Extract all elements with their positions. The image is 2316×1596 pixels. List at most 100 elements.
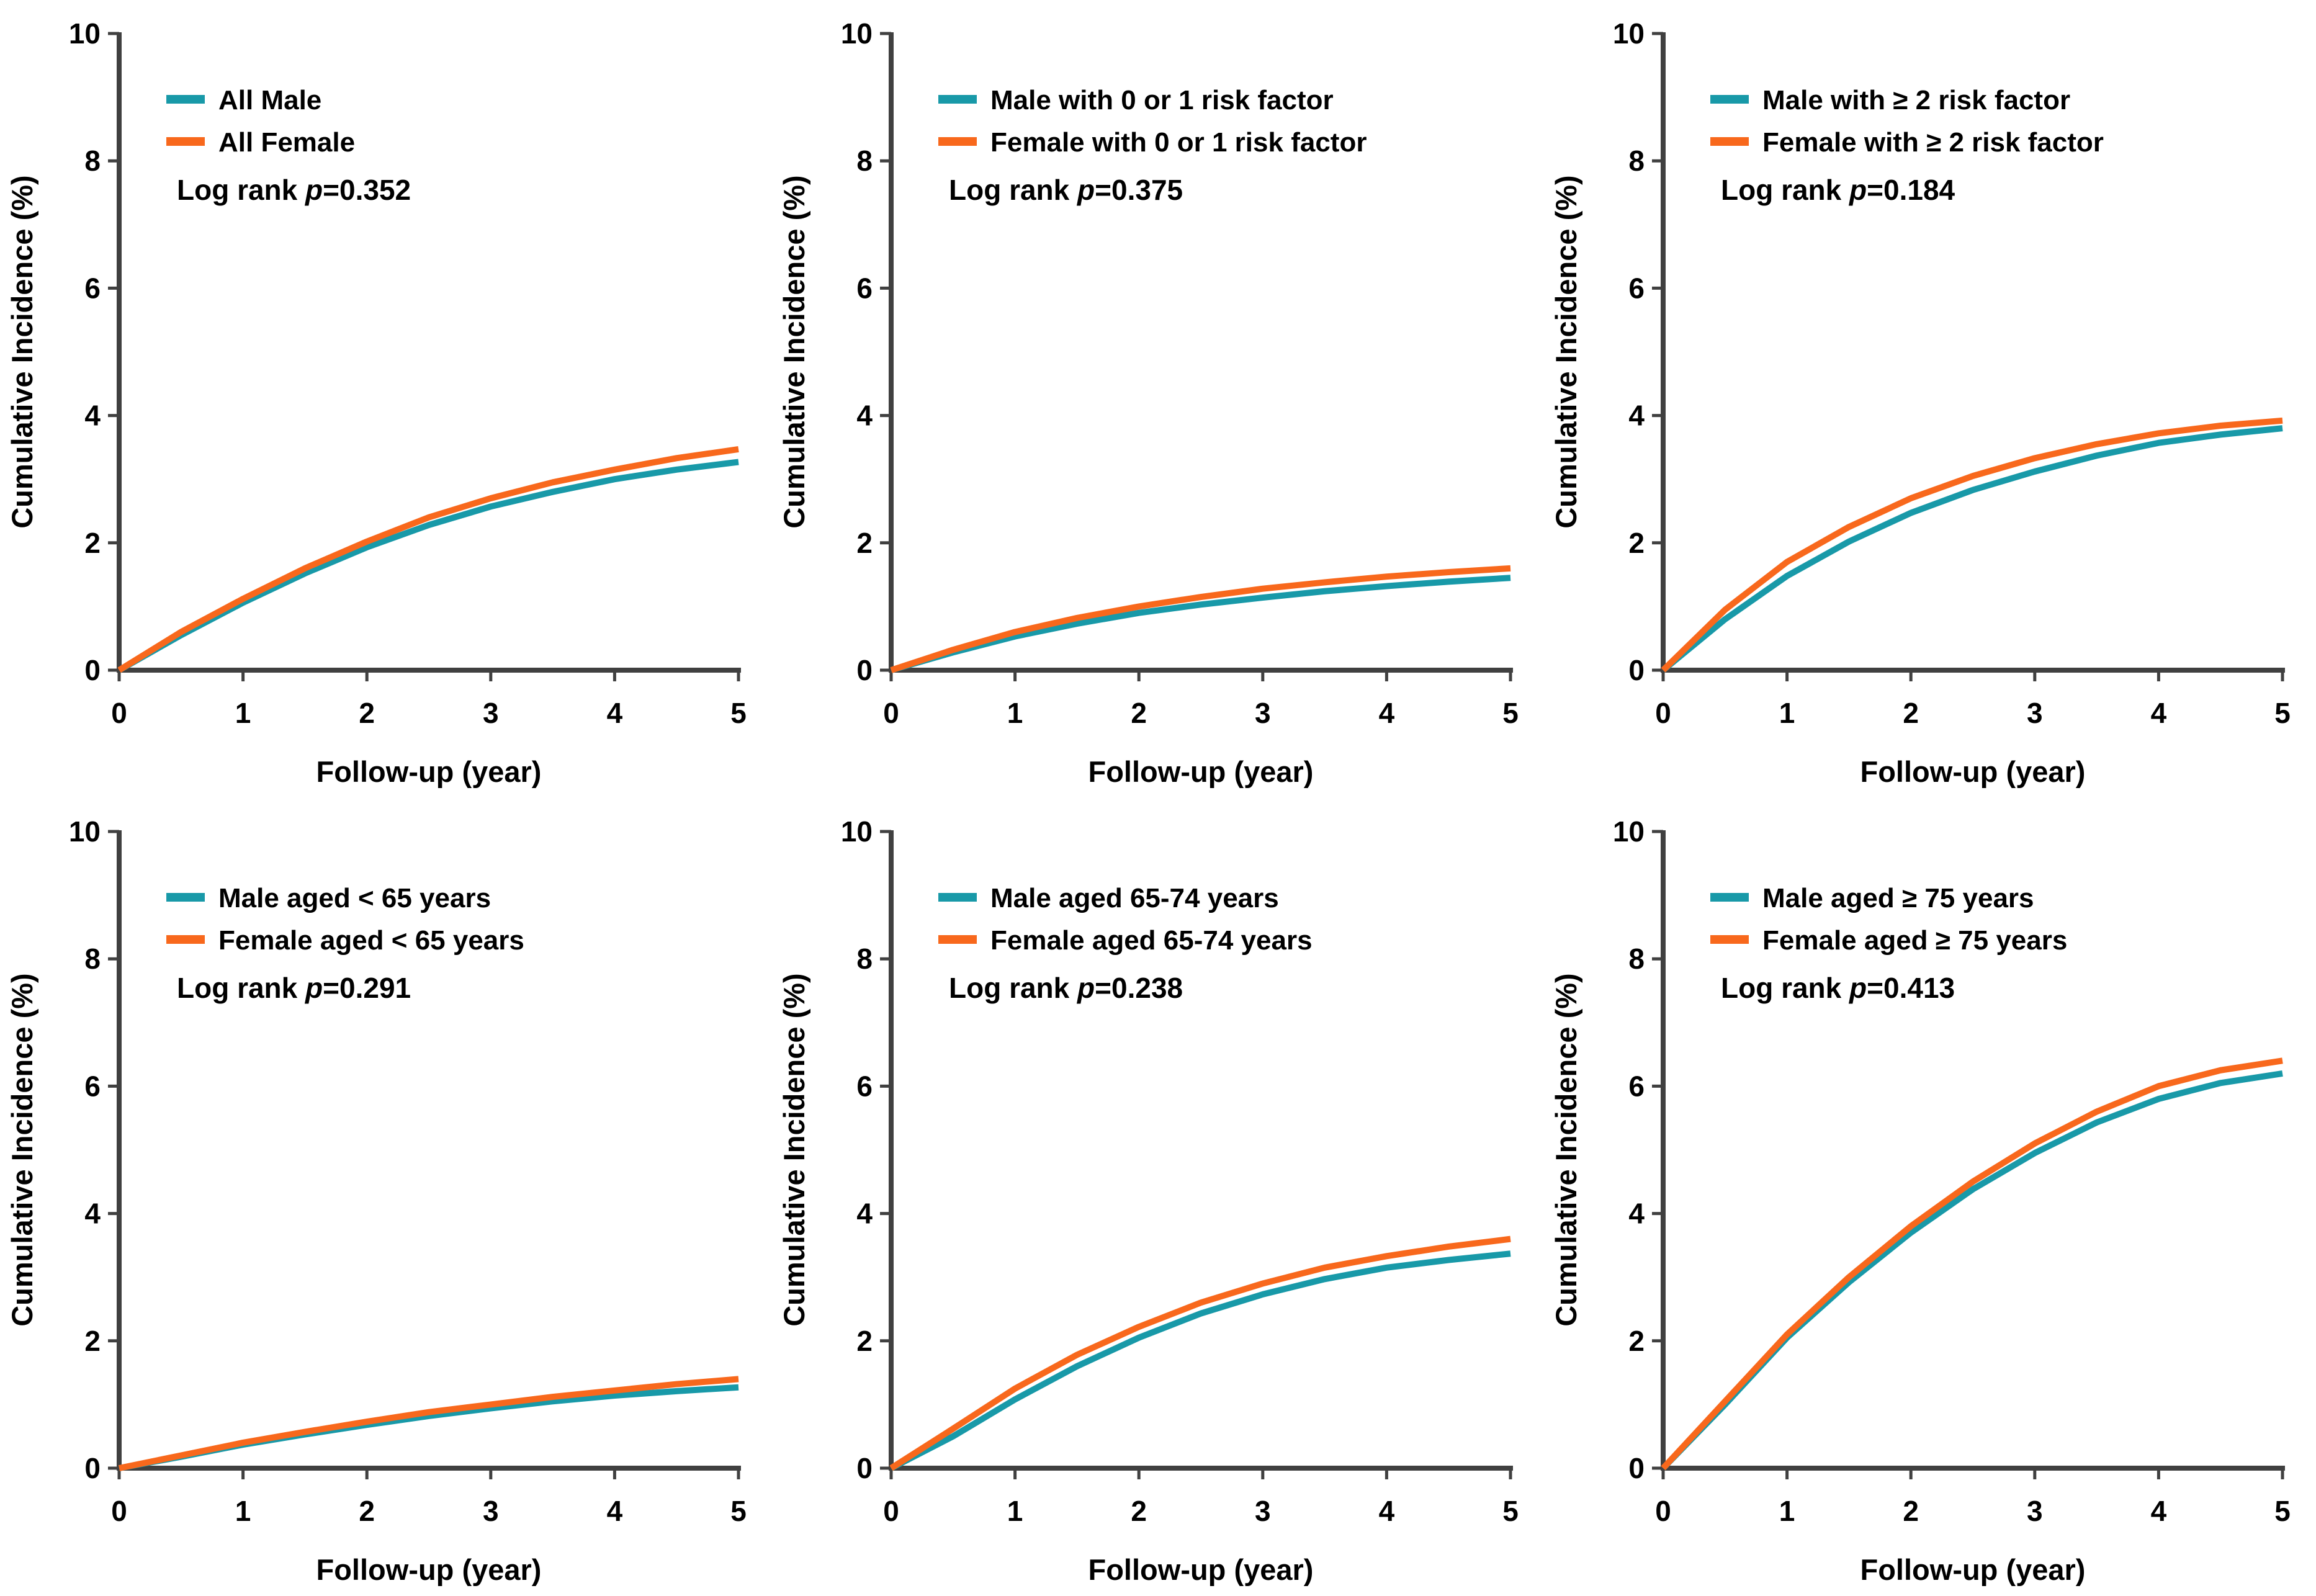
panel-top-right: 0 2 4 6 8 10 0 1 2 3 4 5 Follow-up (year) Cumulative … bbox=[1544, 0, 2316, 798]
x-tick-label: 1 bbox=[1007, 1495, 1023, 1527]
x-tick-label: 1 bbox=[235, 1495, 251, 1527]
x-axis-title: Follow-up (year) bbox=[316, 1553, 542, 1586]
y-axis-title: Cumulative Incidence (%) bbox=[778, 973, 810, 1326]
series-line-female bbox=[889, 1235, 1511, 1471]
x-tick-label: 1 bbox=[235, 697, 251, 729]
y-axis-title: Cumulative Incidence (%) bbox=[6, 973, 38, 1326]
y-tick-label: 2 bbox=[1628, 1325, 1645, 1357]
legend-label-female: Female with ≥ 2 risk factor bbox=[1762, 127, 2104, 158]
x-axis-title: Follow-up (year) bbox=[1860, 755, 2086, 788]
series-line-female bbox=[118, 1376, 739, 1471]
y-tick-label: 8 bbox=[84, 145, 101, 177]
log-rank-text: Log rank p=0.413 bbox=[1721, 972, 1955, 1004]
series-line-female bbox=[890, 565, 1511, 673]
x-axis-title: Follow-up (year) bbox=[1088, 1553, 1314, 1586]
legend-label-male: Male with 0 or 1 risk factor bbox=[990, 85, 1334, 115]
y-tick-label: 10 bbox=[841, 17, 873, 50]
series-line-male bbox=[889, 1250, 1511, 1471]
log-rank-text: Log rank p=0.184 bbox=[1721, 174, 1955, 206]
legend-label-male: Male aged < 65 years bbox=[218, 883, 491, 913]
y-tick-label: 0 bbox=[1628, 654, 1645, 686]
x-tick-label: 1 bbox=[1779, 1495, 1795, 1527]
x-tick-label: 3 bbox=[2027, 697, 2043, 729]
y-tick-label: 2 bbox=[1628, 527, 1645, 559]
y-tick-label: 2 bbox=[856, 1325, 873, 1357]
log-rank-text: Log rank p=0.352 bbox=[177, 174, 411, 206]
x-tick-label: 4 bbox=[2151, 1495, 2167, 1527]
log-rank-text: Log rank p=0.375 bbox=[949, 174, 1183, 206]
y-tick-label: 0 bbox=[84, 654, 101, 686]
legend-item-female: Female with 0 or 1 risk factor bbox=[938, 127, 1367, 158]
panel-top-left: 0 2 4 6 8 10 0 1 2 3 4 5 Follow-up (year) Cumulative … bbox=[0, 0, 772, 798]
y-tick-label: 2 bbox=[84, 1325, 101, 1357]
legend-item-male: All Male bbox=[166, 85, 321, 115]
y-tick-label: 10 bbox=[69, 815, 101, 848]
x-tick-label: 2 bbox=[1903, 697, 1919, 729]
x-tick-label: 3 bbox=[2027, 1495, 2043, 1527]
y-tick-label: 8 bbox=[1628, 145, 1645, 177]
y-tick-label: 4 bbox=[856, 1198, 873, 1230]
x-tick-label: 4 bbox=[1379, 697, 1395, 729]
x-axis-title: Follow-up (year) bbox=[1860, 1553, 2086, 1586]
x-tick-label: 1 bbox=[1007, 697, 1023, 729]
x-tick-label: 5 bbox=[730, 697, 747, 729]
legend-item-male: Male aged < 65 years bbox=[166, 883, 491, 913]
legend-label-male: All Male bbox=[218, 85, 321, 115]
y-tick-label: 8 bbox=[84, 943, 101, 975]
y-tick-label: 4 bbox=[856, 400, 873, 432]
chart-canvas-top-middle: 0 2 4 6 8 10 0 1 2 3 4 5 Follow-up (year) Cumulative … bbox=[778, 17, 1519, 788]
y-tick-label: 6 bbox=[1628, 1070, 1645, 1102]
y-tick-label: 2 bbox=[856, 527, 873, 559]
y-tick-label: 0 bbox=[84, 1452, 101, 1484]
x-tick-label: 5 bbox=[730, 1495, 747, 1527]
panel-bottom-left: 0 2 4 6 8 10 0 1 2 3 4 5 Follow-up (year) Cumulative … bbox=[0, 798, 772, 1596]
x-tick-label: 2 bbox=[1903, 1495, 1919, 1527]
legend-item-female: Female aged ≥ 75 years bbox=[1710, 925, 2067, 956]
x-tick-label: 3 bbox=[483, 697, 499, 729]
legend-label-female: Female aged 65-74 years bbox=[990, 925, 1313, 956]
series-line-male bbox=[117, 459, 739, 673]
legend-label-male: Male aged 65-74 years bbox=[990, 883, 1279, 913]
x-tick-label: 5 bbox=[1502, 1495, 1519, 1527]
legend-label-female: All Female bbox=[218, 127, 355, 158]
legend-item-female: Female aged < 65 years bbox=[166, 925, 524, 956]
y-tick-label: 8 bbox=[1628, 943, 1645, 975]
x-tick-label: 0 bbox=[1655, 1495, 1671, 1527]
legend-label-female: Female aged < 65 years bbox=[218, 925, 524, 956]
y-tick-label: 10 bbox=[841, 815, 873, 848]
y-tick-label: 4 bbox=[1628, 400, 1645, 432]
x-tick-label: 0 bbox=[111, 697, 127, 729]
chart-canvas-bottom-left: 0 2 4 6 8 10 0 1 2 3 4 5 Follow-up (year) Cumulative … bbox=[6, 815, 747, 1586]
y-axis-title: Cumulative Incidence (%) bbox=[1550, 973, 1582, 1326]
y-axis-title: Cumulative Incidence (%) bbox=[778, 175, 810, 528]
x-tick-label: 0 bbox=[1655, 697, 1671, 729]
panel-top-middle: 0 2 4 6 8 10 0 1 2 3 4 5 Follow-up (year) Cumulative … bbox=[772, 0, 1544, 798]
y-axis-title: Cumulative Incidence (%) bbox=[1550, 175, 1582, 528]
y-tick-label: 10 bbox=[69, 17, 101, 50]
y-tick-label: 10 bbox=[1613, 17, 1645, 50]
x-tick-label: 0 bbox=[883, 697, 899, 729]
series-line-male bbox=[119, 1384, 739, 1471]
x-tick-label: 3 bbox=[483, 1495, 499, 1527]
legend-item-male: Male aged ≥ 75 years bbox=[1710, 883, 2034, 913]
x-tick-label: 5 bbox=[2274, 697, 2291, 729]
series-line-male bbox=[890, 575, 1511, 673]
legend-item-male: Male with 0 or 1 risk factor bbox=[938, 85, 1334, 115]
x-tick-label: 0 bbox=[883, 1495, 899, 1527]
x-tick-label: 2 bbox=[1131, 1495, 1147, 1527]
y-tick-label: 8 bbox=[856, 943, 873, 975]
chart-canvas-bottom-right: 0 2 4 6 8 10 0 1 2 3 4 5 Follow-up (year) Cumulative … bbox=[1550, 815, 2291, 1586]
series-line-female bbox=[1661, 1057, 2283, 1471]
chart-canvas-top-right: 0 2 4 6 8 10 0 1 2 3 4 5 Follow-up (year) Cumulative … bbox=[1550, 17, 2291, 788]
x-tick-label: 2 bbox=[1131, 697, 1147, 729]
x-axis-title: Follow-up (year) bbox=[1088, 755, 1314, 788]
x-tick-label: 4 bbox=[1379, 1495, 1395, 1527]
panel-bottom-middle: 0 2 4 6 8 10 0 1 2 3 4 5 Follow-up (year) Cumulative … bbox=[772, 798, 1544, 1596]
chart-canvas-top-left: 0 2 4 6 8 10 0 1 2 3 4 5 Follow-up (year) Cumulative … bbox=[6, 17, 747, 788]
x-tick-label: 1 bbox=[1779, 697, 1795, 729]
y-tick-label: 6 bbox=[84, 272, 101, 304]
x-tick-label: 0 bbox=[111, 1495, 127, 1527]
legend-item-male: Male aged 65-74 years bbox=[938, 883, 1279, 913]
series-line-female bbox=[1661, 417, 2283, 673]
legend-item-male: Male with ≥ 2 risk factor bbox=[1710, 85, 2070, 115]
